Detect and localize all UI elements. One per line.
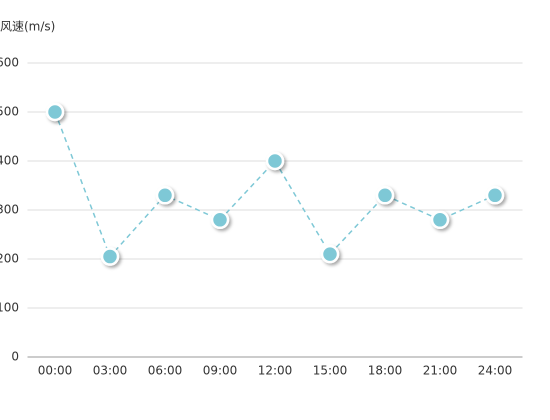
line <box>54 111 496 258</box>
point <box>320 244 340 264</box>
y-tick-label: 100 <box>0 301 19 315</box>
y-tick-label: 600 <box>0 56 19 70</box>
x-tick-label: 15:00 <box>313 364 348 378</box>
y-tick-label: 300 <box>0 203 19 217</box>
point <box>375 186 395 205</box>
x-tick-label: 00:00 <box>38 364 73 378</box>
point <box>485 186 505 205</box>
y-tick-label: 400 <box>0 154 19 168</box>
x-tick-label: 06:00 <box>148 364 183 378</box>
point <box>45 102 65 122</box>
x-tick-label: 24:00 <box>478 364 513 378</box>
y-axis-label: 风速(m/s) <box>0 20 55 34</box>
point <box>265 151 285 171</box>
y-tick-label: 0 <box>11 350 19 364</box>
point <box>430 210 450 230</box>
x-tick-label: 03:00 <box>93 364 128 378</box>
point <box>100 247 120 266</box>
y-tick-label: 500 <box>0 105 19 119</box>
point <box>155 186 175 205</box>
point <box>210 210 230 230</box>
y-tick-label: 200 <box>0 252 19 266</box>
x-tick-label: 12:00 <box>258 364 293 378</box>
x-tick-label: 09:00 <box>203 364 238 378</box>
x-tick-label: 21:00 <box>423 364 458 378</box>
x-tick-label: 18:00 <box>368 364 403 378</box>
